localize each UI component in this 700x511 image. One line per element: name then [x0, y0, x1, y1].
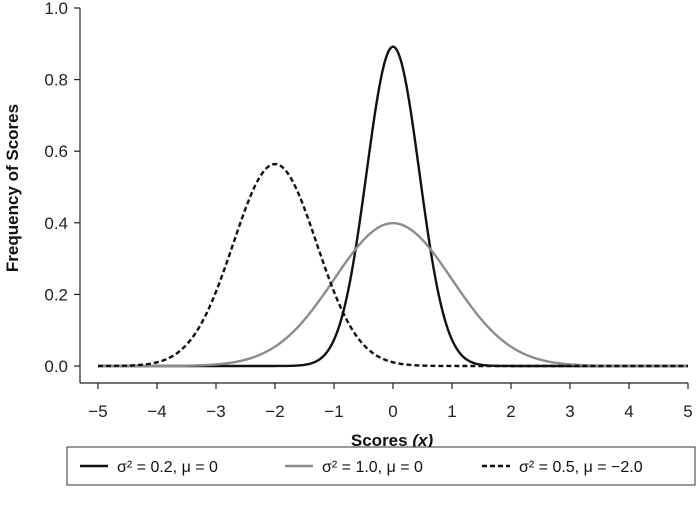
series-line-3: [97, 162, 688, 368]
legend-label-2: σ² = 1.0, μ = 0: [322, 459, 423, 476]
series-line-2: [98, 221, 688, 368]
y-tick-label: 0.6: [44, 142, 68, 161]
x-tick-label: −3: [206, 402, 225, 421]
x-tick-label: 5: [683, 402, 692, 421]
x-axis-ticks: −5 −4 −3 −2 −1 0 1 2 3 4 5: [88, 383, 693, 421]
series-lines: [97, 45, 688, 368]
y-tick-label: 1.0: [44, 0, 68, 18]
x-tick-label: −2: [265, 402, 284, 421]
x-tick-label: 2: [506, 402, 515, 421]
y-axis-title: Frequency of Scores: [3, 104, 22, 272]
x-tick-label: −1: [324, 402, 343, 421]
y-tick-label: 0.2: [44, 285, 68, 304]
x-tick-label: 0: [388, 402, 397, 421]
legend-box: [66, 446, 696, 486]
x-tick-label: −5: [88, 402, 107, 421]
x-axis-title-main: Scores: [351, 431, 408, 450]
y-axis-ticks: 0.0 0.2 0.4 0.6 0.8 1.0: [44, 0, 80, 376]
x-axis-title-variable: (x): [412, 431, 433, 450]
x-axis-title: Scores (x): [351, 431, 434, 450]
y-tick-label: 0.0: [44, 357, 68, 376]
x-tick-label: 4: [624, 402, 633, 421]
y-tick-label: 0.8: [44, 71, 68, 90]
x-tick-label: −4: [147, 402, 166, 421]
legend-label-1: σ² = 0.2, μ = 0: [117, 459, 218, 476]
x-tick-label: 1: [447, 402, 456, 421]
legend-label-3: σ² = 0.5, μ = −2.0: [519, 459, 643, 476]
legend: σ² = 0.2, μ = 0 σ² = 1.0, μ = 0 σ² = 0.5, …: [80, 459, 643, 476]
y-tick-label: 0.4: [44, 214, 68, 233]
x-tick-label: 3: [565, 402, 574, 421]
series-line-1: [98, 45, 688, 368]
